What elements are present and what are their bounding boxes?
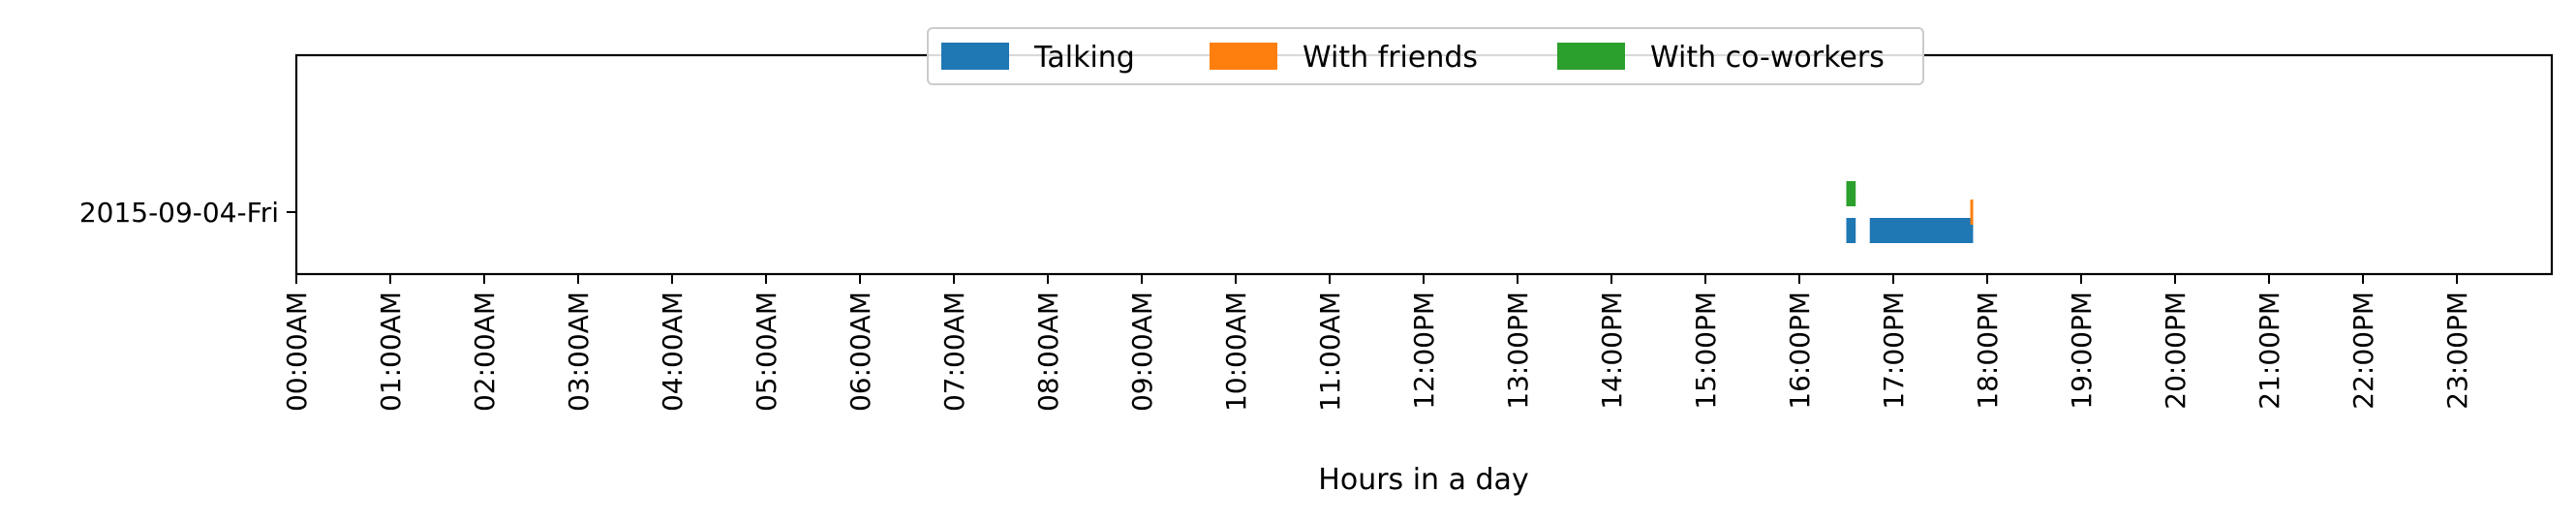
x-tick-label: 05:00AM [751, 292, 782, 412]
x-tick-label: 16:00PM [1784, 292, 1816, 410]
x-axis: 00:00AM 01:00AM 02:00AM 03:00AM 04:00AM 05:00… [281, 274, 2473, 412]
bars-layer [1846, 181, 1974, 243]
legend-label: With friends [1303, 41, 1478, 75]
legend-label: Talking [1033, 41, 1135, 75]
x-tick-label: 07:00AM [938, 292, 970, 412]
legend-swatch [1210, 43, 1277, 70]
legend-swatch [941, 43, 1009, 70]
x-tick-label: 04:00AM [657, 292, 689, 412]
x-tick-label: 12:00PM [1408, 292, 1440, 410]
plot-area [296, 55, 2552, 274]
bar-with-co-workers [1846, 181, 1856, 206]
legend-label: With co-workers [1650, 41, 1885, 75]
x-tick-label: 18:00PM [1972, 292, 2004, 410]
x-tick-label: 01:00AM [375, 292, 407, 412]
y-tick-label: 2015-09-04-Fri [79, 197, 279, 229]
x-tick-label: 03:00AM [563, 292, 595, 412]
x-tick-label: 15:00PM [1690, 292, 1722, 410]
legend: Talking With friends With co-workers [927, 27, 1924, 85]
x-tick-label: 06:00AM [844, 292, 876, 412]
x-tick-label: 08:00AM [1032, 292, 1064, 412]
x-tick-label: 22:00PM [2347, 292, 2379, 410]
x-tick-label: 23:00PM [2441, 292, 2473, 410]
bar-talking [1846, 218, 1856, 243]
y-axis: 2015-09-04-Fri [79, 197, 296, 229]
x-tick-label: 10:00AM [1220, 292, 1252, 412]
x-axis-title: Hours in a day [1318, 463, 1528, 497]
x-tick-label: 11:00AM [1314, 292, 1346, 412]
x-tick-label: 17:00PM [1878, 292, 1910, 410]
legend-box [927, 27, 1924, 85]
x-tick-label: 00:00AM [281, 292, 313, 412]
legend-swatch [1557, 43, 1625, 70]
bar-with-friends [1970, 200, 1974, 225]
x-tick-label: 09:00AM [1126, 292, 1158, 412]
x-tick-label: 14:00PM [1596, 292, 1628, 410]
bar-talking [1869, 218, 1974, 243]
x-tick-label: 20:00PM [2160, 292, 2192, 410]
x-tick-label: 02:00AM [469, 292, 501, 412]
x-tick-label: 13:00PM [1502, 292, 1534, 410]
x-tick-label: 19:00PM [2066, 292, 2098, 410]
x-tick-label: 21:00PM [2254, 292, 2285, 410]
